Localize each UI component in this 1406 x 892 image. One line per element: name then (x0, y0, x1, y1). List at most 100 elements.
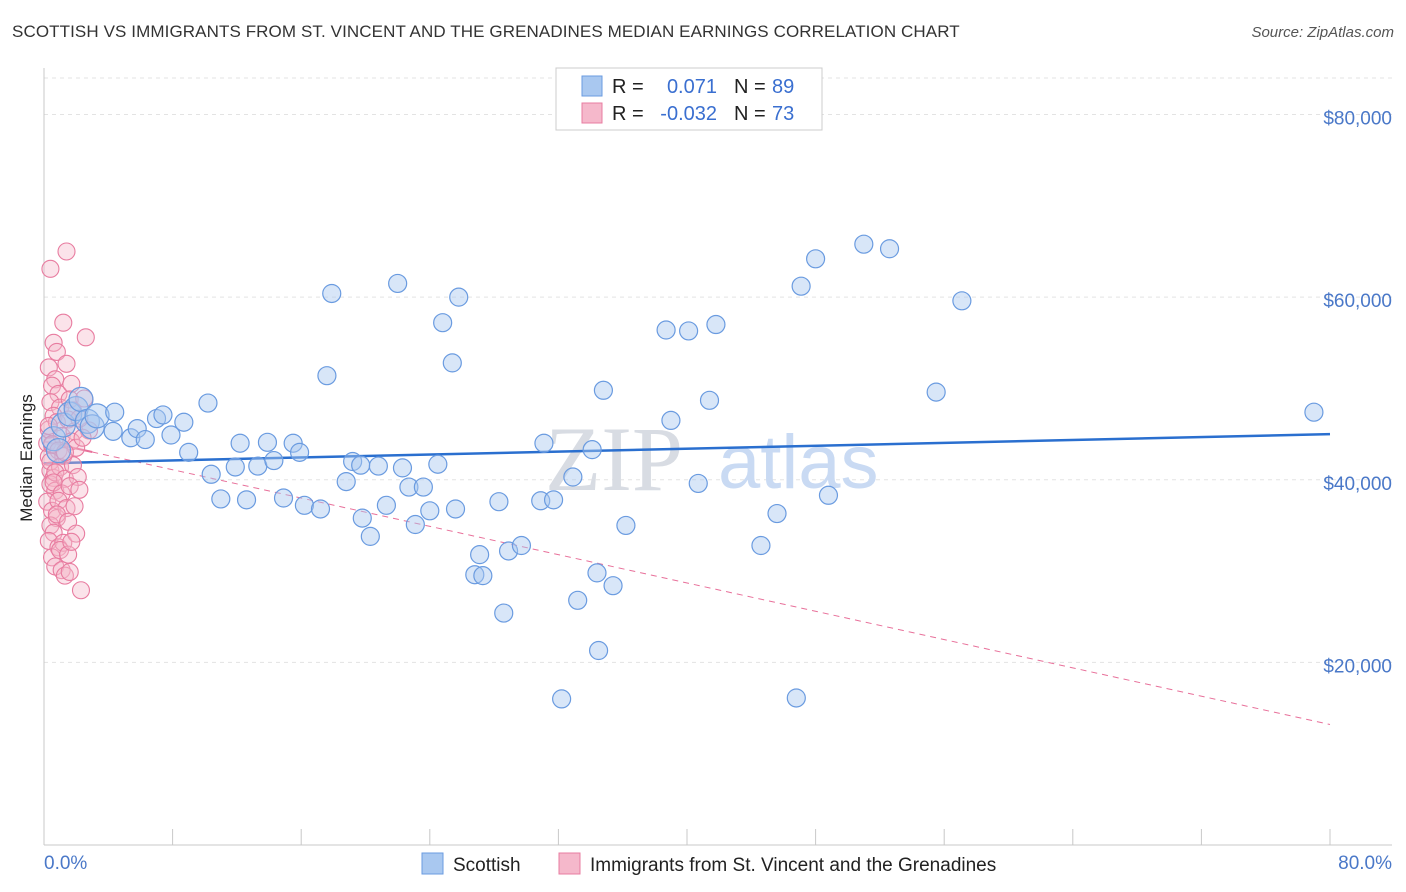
legend-r-value-1: 0.071 (667, 76, 717, 98)
svg-point (54, 313, 73, 332)
scottish-point (273, 488, 294, 508)
scottish-point (103, 421, 123, 441)
y-tick-label: $60,000 (1323, 291, 1392, 312)
scottish-point (230, 433, 250, 453)
scottish-point (854, 234, 874, 254)
watermark-zip: ZIP (545, 408, 683, 510)
scottish-point (179, 442, 199, 462)
scottish-point (543, 490, 564, 510)
y-axis-title: Median Earnings (17, 394, 36, 522)
scottish-point (146, 408, 167, 429)
scottish-point (135, 429, 155, 450)
scottish-point (317, 366, 337, 386)
scottish-point (552, 689, 572, 709)
scottish-point (563, 467, 583, 487)
scottish-point (399, 477, 419, 497)
chart-title: SCOTTISH VS IMMIGRANTS FROM ST. VINCENT … (12, 22, 960, 41)
svg-point (57, 354, 76, 373)
svg-point (60, 562, 79, 582)
scottish-point (388, 273, 408, 294)
scottish-point (153, 405, 173, 425)
scottish-point (336, 471, 356, 492)
y-tick-label: $20,000 (1323, 656, 1392, 677)
svg-point (55, 566, 74, 585)
x-tick-label-max: 80.0% (1338, 853, 1392, 874)
svg-point (41, 259, 60, 278)
scottish-point (433, 313, 453, 333)
scottish-point (198, 393, 218, 413)
scottish-point (264, 450, 284, 471)
legend-n-label-2: N = (734, 103, 766, 125)
scottish-point (428, 454, 448, 474)
scottish-point (257, 432, 278, 452)
scottish-point (322, 283, 342, 304)
trend-lines (43, 432, 1331, 725)
y-tick-label: $40,000 (1323, 474, 1392, 495)
scottish-point (420, 501, 440, 521)
scottish-point (786, 688, 806, 708)
scottish-point (489, 492, 509, 512)
scottish-point (616, 515, 636, 536)
scottish-point (534, 433, 554, 453)
scottish-point (1304, 402, 1324, 422)
legend-n-value-1: 89 (772, 76, 794, 98)
source-label: Source: ZipAtlas.com (1251, 24, 1394, 41)
y-tick-label: $80,000 (1323, 109, 1392, 130)
scottish-point (211, 489, 231, 509)
scottish-point (445, 499, 466, 519)
bottom-legend-label-scottish: Scottish (453, 855, 521, 876)
x-tick-label-min: 0.0% (44, 853, 87, 874)
scottish-point (105, 402, 125, 422)
svg-point (70, 480, 89, 499)
svg-point (76, 328, 95, 347)
scottish-point (926, 382, 946, 402)
legend-r-label-2: R = (612, 103, 644, 125)
legend-r-label-1: R = (612, 76, 644, 98)
scottish-point (661, 410, 681, 431)
svg-point (63, 456, 82, 475)
scottish-point (587, 563, 607, 583)
legend-swatch-scottish (581, 75, 603, 97)
scottish-point (289, 442, 310, 462)
series-legend: Scottish Immigrants from St. Vincent and… (421, 852, 996, 876)
scottish-point (310, 499, 331, 519)
scottish-point (465, 565, 485, 585)
scottish-point (449, 287, 469, 307)
scottish-point (236, 490, 257, 510)
scottish-point (818, 485, 839, 505)
scottish-point (294, 495, 315, 515)
svg-point (60, 477, 79, 496)
scottish-point (127, 419, 147, 439)
trend-line-scottish (43, 432, 1331, 465)
scottish-point (360, 526, 380, 546)
svg-point (57, 242, 76, 261)
svg-points (38, 242, 99, 600)
svg-point (41, 452, 60, 471)
svg-point (47, 505, 66, 524)
scottish-points (41, 234, 1324, 709)
scottish-point (879, 239, 900, 259)
scottish-point (368, 456, 388, 476)
scottish-point (656, 320, 676, 340)
scottish-point (413, 477, 433, 497)
scottish-point (84, 403, 110, 429)
scottish-point (688, 473, 708, 494)
svg-point (71, 581, 91, 600)
scottish-point (470, 545, 490, 565)
legend-n-value-2: 73 (772, 103, 794, 125)
scottish-point (442, 353, 462, 373)
scottish-point (352, 508, 372, 528)
scottish-point (706, 314, 726, 335)
watermark-atlas: atlas (718, 420, 879, 505)
scottish-point (392, 458, 413, 478)
legend-n-label-1: N = (734, 76, 766, 98)
scottish-point (952, 291, 972, 311)
legend-swatch-svg (581, 102, 603, 124)
bottom-legend-swatch-scottish (421, 852, 444, 875)
scottish-point (588, 640, 609, 661)
scottish-point (473, 566, 493, 586)
correlation-legend: R = 0.071 N = 89 R = -0.032 N = 73 (555, 67, 823, 131)
svg-point (47, 342, 66, 361)
watermark: ZIP atlas (545, 408, 879, 510)
